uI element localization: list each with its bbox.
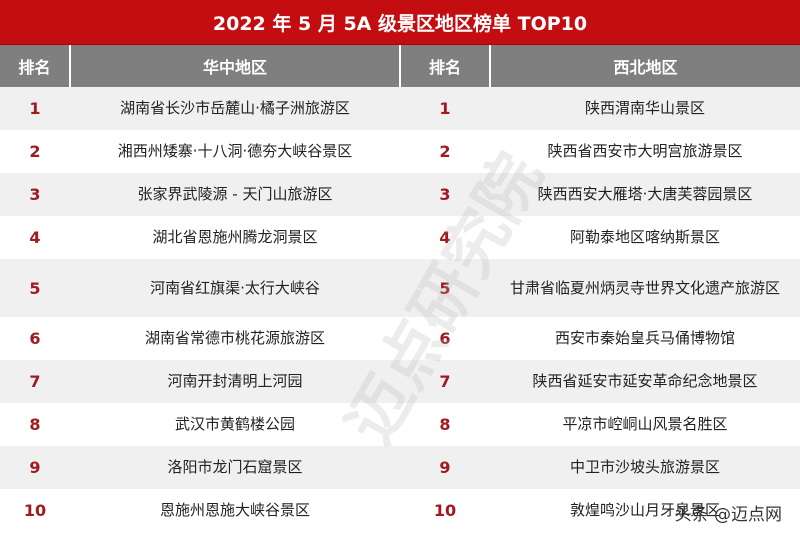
central-name-cell: 恩施州恩施大峡谷景区 — [159, 501, 310, 519]
rank-cell: 1 — [400, 87, 490, 130]
header-central: 华中地区 — [70, 45, 401, 87]
rank-cell: 9 — [0, 446, 70, 489]
central-name-cell: 张家界武陵源 - 天门山旅游区 — [70, 173, 400, 216]
rank-cell: 6 — [439, 329, 451, 348]
central-name-cell: 湖南省长沙市岳麓山·橘子洲旅游区 — [70, 87, 400, 130]
rank-cell: 3 — [400, 173, 490, 216]
rank-cell: 7 — [400, 360, 490, 403]
ranking-table: 排名 华中地区 排名 西北地区 1 湖南省长沙市岳麓山·橘子洲旅游区 1 陕西渭南华山… — [0, 45, 800, 532]
central-name-cell: 河南开封清明上河园 — [70, 360, 400, 403]
rank-cell: 8 — [29, 415, 41, 434]
table-row: 5 河南省红旗渠·太行大峡谷 5 甘肃省临夏州炳灵寺世界文化遗产旅游区 — [0, 259, 800, 317]
table-row: 9 洛阳市龙门石窟景区 9 中卫市沙坡头旅游景区 — [0, 446, 800, 489]
header-rank-central: 排名 — [0, 45, 71, 87]
rank-cell: 9 — [400, 446, 490, 489]
central-name-cell: 洛阳市龙门石窟景区 — [70, 446, 400, 489]
table-row: 3 张家界武陵源 - 天门山旅游区 3 陕西西安大雁塔·大唐芙蓉园景区 — [0, 173, 800, 216]
central-name-cell: 湘西州矮寨·十八洞·德夯大峡谷景区 — [117, 142, 353, 160]
rank-cell: 5 — [0, 259, 70, 317]
northwest-name-cell: 平凉市崆峒山风景名胜区 — [562, 415, 728, 433]
northwest-name-cell: 陕西渭南华山景区 — [490, 87, 800, 130]
rank-cell: 8 — [439, 415, 451, 434]
rank-cell: 10 — [433, 501, 457, 520]
rank-cell: 2 — [29, 142, 41, 161]
northwest-name-cell: 陕西省延安市延安革命纪念地景区 — [490, 360, 800, 403]
rank-cell: 4 — [439, 228, 451, 247]
northwest-name-cell: 甘肃省临夏州炳灵寺世界文化遗产旅游区 — [490, 259, 800, 317]
central-name-cell: 湖南省常德市桃花源旅游区 — [144, 329, 325, 347]
northwest-name-cell: 敦煌鸣沙山月牙泉景区 — [569, 501, 720, 519]
northwest-name-cell: 阿勒泰地区喀纳斯景区 — [569, 228, 720, 246]
rank-cell: 1 — [0, 87, 70, 130]
table-title: 2022 年 5 月 5A 级景区地区榜单 TOP10 — [0, 0, 800, 45]
rank-cell: 2 — [439, 142, 451, 161]
northwest-name-cell: 西安市秦始皇兵马俑博物馆 — [554, 329, 735, 347]
header-northwest: 西北地区 — [490, 45, 800, 87]
table-row: 1 湖南省长沙市岳麓山·橘子洲旅游区 1 陕西渭南华山景区 — [0, 87, 800, 130]
header-rank-northwest: 排名 — [400, 45, 491, 87]
northwest-name-cell: 陕西省西安市大明宫旅游景区 — [547, 142, 743, 160]
rank-cell: 3 — [0, 173, 70, 216]
northwest-name-cell: 陕西西安大雁塔·大唐芙蓉园景区 — [490, 173, 800, 216]
rank-cell: 10 — [23, 501, 47, 520]
central-name-cell: 武汉市黄鹤楼公园 — [174, 415, 295, 433]
table-row: 2 湘西州矮寨·十八洞·德夯大峡谷景区 2 陕西省西安市大明宫旅游景区 — [0, 130, 800, 173]
central-name-cell: 河南省红旗渠·太行大峡谷 — [70, 259, 400, 317]
rank-cell: 5 — [400, 259, 490, 317]
table-row: 6 湖南省常德市桃花源旅游区 6 西安市秦始皇兵马俑博物馆 — [0, 317, 800, 360]
header-row: 排名 华中地区 排名 西北地区 — [0, 45, 800, 87]
table-row: 4 湖北省恩施州腾龙洞景区 4 阿勒泰地区喀纳斯景区 — [0, 216, 800, 259]
table-row: 7 河南开封清明上河园 7 陕西省延安市延安革命纪念地景区 — [0, 360, 800, 403]
northwest-name-cell: 中卫市沙坡头旅游景区 — [490, 446, 800, 489]
rank-cell: 4 — [29, 228, 41, 247]
rank-cell: 7 — [0, 360, 70, 403]
central-name-cell: 湖北省恩施州腾龙洞景区 — [152, 228, 318, 246]
table-row: 10 恩施州恩施大峡谷景区 10 敦煌鸣沙山月牙泉景区 — [0, 489, 800, 532]
table-row: 8 武汉市黄鹤楼公园 8 平凉市崆峒山风景名胜区 — [0, 403, 800, 446]
rank-cell: 6 — [29, 329, 41, 348]
